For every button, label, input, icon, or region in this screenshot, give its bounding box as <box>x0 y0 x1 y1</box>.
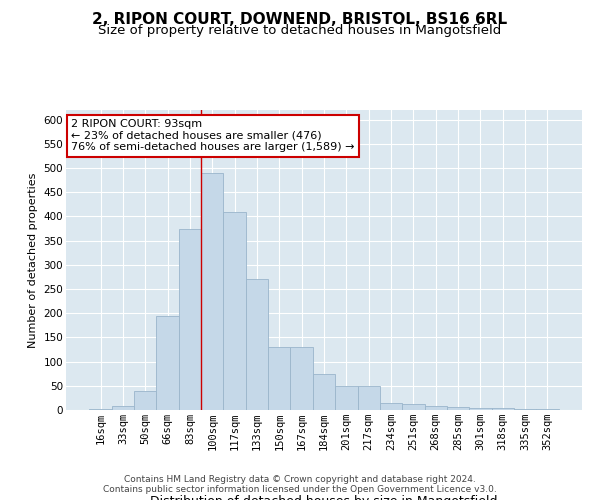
Bar <box>447 406 469 410</box>
Bar <box>380 402 402 410</box>
Text: 2, RIPON COURT, DOWNEND, BRISTOL, BS16 6RL: 2, RIPON COURT, DOWNEND, BRISTOL, BS16 6… <box>92 12 508 28</box>
Bar <box>313 374 335 410</box>
Bar <box>335 386 358 410</box>
Bar <box>536 409 559 410</box>
Bar <box>134 390 157 410</box>
Bar <box>469 408 491 410</box>
Bar <box>402 404 425 410</box>
X-axis label: Distribution of detached houses by size in Mangotsfield: Distribution of detached houses by size … <box>150 494 498 500</box>
Text: Size of property relative to detached houses in Mangotsfield: Size of property relative to detached ho… <box>98 24 502 37</box>
Bar <box>157 316 179 410</box>
Bar <box>290 347 313 410</box>
Text: 2 RIPON COURT: 93sqm
← 23% of detached houses are smaller (476)
76% of semi-deta: 2 RIPON COURT: 93sqm ← 23% of detached h… <box>71 119 355 152</box>
Bar <box>112 406 134 410</box>
Bar <box>89 409 112 410</box>
Bar <box>268 347 290 410</box>
Bar <box>491 408 514 410</box>
Text: Contains HM Land Registry data © Crown copyright and database right 2024.
Contai: Contains HM Land Registry data © Crown c… <box>103 474 497 494</box>
Bar <box>246 280 268 410</box>
Bar <box>201 173 223 410</box>
Bar <box>514 409 536 410</box>
Bar <box>425 406 447 410</box>
Bar <box>358 386 380 410</box>
Bar <box>179 228 201 410</box>
Y-axis label: Number of detached properties: Number of detached properties <box>28 172 38 348</box>
Bar <box>223 212 246 410</box>
